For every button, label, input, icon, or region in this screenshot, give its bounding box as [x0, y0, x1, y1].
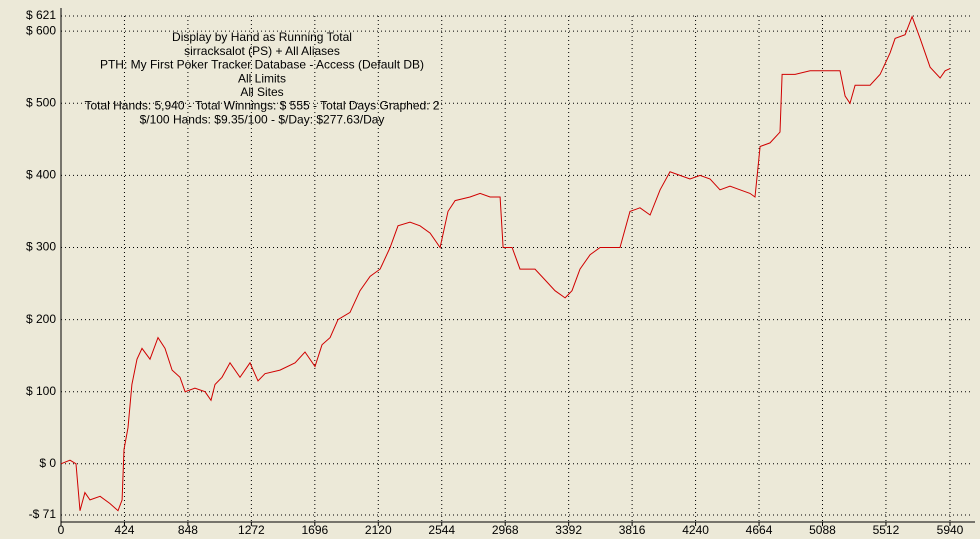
y-tick-label: $ 300: [26, 240, 56, 254]
y-tick-label: $ 600: [26, 23, 56, 37]
y-tick-label: $ 621: [26, 8, 56, 22]
x-tick-label: 5940: [937, 523, 964, 537]
annotation: $/100 Hands: $9.35/100 - $/Day: $277.63/…: [140, 112, 385, 126]
annotation: All Sites: [240, 85, 283, 99]
annotation: PTH: My First Poker Tracker Database - A…: [100, 58, 424, 72]
x-tick-label: 4664: [746, 523, 773, 537]
y-tick-label: $ 200: [26, 312, 56, 326]
x-tick-label: 3816: [619, 523, 646, 537]
x-tick-label: 2120: [365, 523, 392, 537]
data-line: [60, 15, 951, 512]
y-tick-label: $ 400: [26, 168, 56, 182]
x-tick-label: 2544: [428, 523, 455, 537]
x-tick-label: 3392: [555, 523, 582, 537]
x-tick-label: 5512: [873, 523, 900, 537]
annotation: Total Hands: 5,940 - Total Winnings: $ 5…: [84, 99, 439, 113]
y-tick-label: $ 100: [26, 384, 56, 398]
x-tick-label: 848: [178, 523, 198, 537]
annotation: Display by Hand as Running Total: [172, 30, 352, 44]
x-tick-label: 0: [58, 523, 65, 537]
y-tick-label: -$ 71: [29, 507, 57, 521]
x-tick-label: 5088: [809, 523, 836, 537]
x-tick-label: 424: [114, 523, 134, 537]
annotation: All Limits: [238, 71, 286, 85]
x-tick-label: 2968: [492, 523, 519, 537]
annotation: sirracksalot (PS) + All Aliases: [184, 44, 340, 58]
y-tick-label: $ 500: [26, 95, 56, 109]
x-tick-label: 4240: [682, 523, 709, 537]
x-tick-label: 1696: [301, 523, 328, 537]
x-tick-label: 1272: [238, 523, 265, 537]
y-tick-label: $ 0: [39, 456, 56, 470]
